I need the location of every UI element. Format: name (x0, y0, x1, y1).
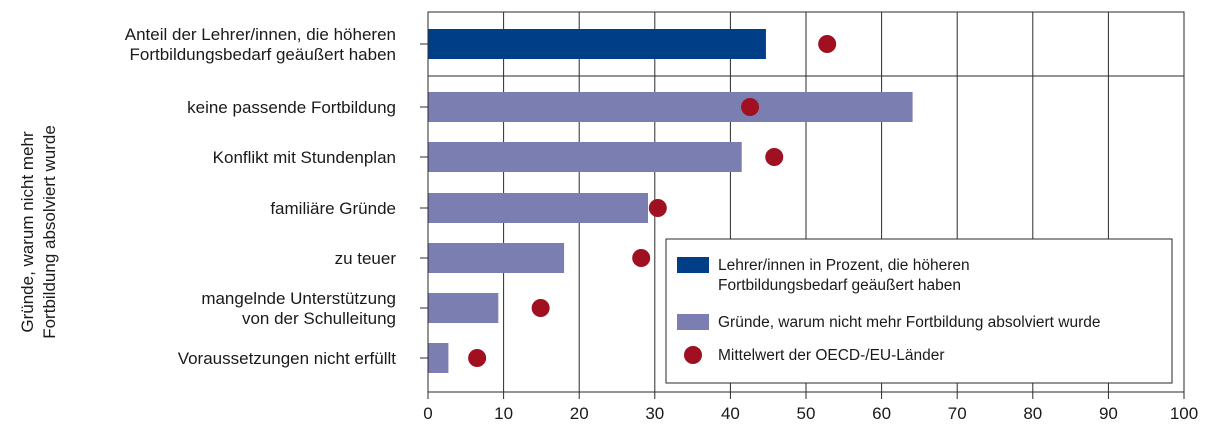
legend-marker (684, 346, 702, 364)
data-point (818, 35, 837, 53)
legend-label: Fortbildungsbedarf geäußert haben (718, 277, 961, 294)
plot-frame (420, 11, 1185, 399)
legend-swatch (677, 257, 709, 273)
legend-label: Lehrer/innen in Prozent, die höheren (718, 257, 970, 274)
x-tick-label: 40 (721, 404, 740, 423)
data-point (648, 199, 667, 217)
category-label: Voraussetzungen nicht erfüllt (178, 349, 397, 368)
category-label: familiäre Gründe (270, 199, 396, 218)
x-tick-label: 70 (948, 404, 967, 423)
x-tick-label: 100 (1170, 404, 1198, 423)
x-tick-label: 80 (1023, 404, 1042, 423)
legend: Lehrer/innen in Prozent, die höheren Fort… (665, 238, 1173, 384)
bar (428, 142, 742, 172)
legend-label: Mittelwert der OECD-/EU-Länder (718, 347, 945, 364)
bar (428, 193, 648, 223)
data-point (765, 148, 784, 166)
category-label: keine passende Fortbildung (187, 98, 396, 117)
bar (428, 92, 913, 122)
bar (428, 293, 499, 323)
category-label: Konflikt mit Stundenplan (213, 148, 396, 167)
bar (428, 29, 766, 59)
legend-swatch (677, 314, 709, 330)
bar (428, 243, 565, 273)
legend-box (665, 238, 1173, 384)
grid-lines (503, 12, 1109, 392)
y-axis-label: Gründe, warum nicht mehr Fortbildung abso… (18, 125, 59, 339)
x-tick-label: 0 (423, 404, 432, 423)
x-tick-label: 30 (645, 404, 664, 423)
x-tick-label: 90 (1099, 404, 1118, 423)
x-tick-label: 10 (494, 404, 513, 423)
category-label: Anteil der Lehrer/innen, die höheren (125, 25, 396, 44)
category-label: Fortbildungsbedarf geäußert haben (129, 45, 396, 64)
data-point (741, 98, 760, 116)
bar (428, 343, 449, 373)
x-tick-label: 20 (570, 404, 589, 423)
category-label: zu teuer (335, 249, 397, 268)
x-tick-label: 60 (872, 404, 891, 423)
data-point (531, 299, 550, 317)
bars (428, 29, 913, 373)
data-point (632, 249, 651, 267)
y-axis-label-line: Fortbildung absolviert wurde (40, 125, 59, 339)
category-label: mangelnde Unterstützung (201, 289, 396, 308)
category-labels: Anteil der Lehrer/innen, die höherenFort… (125, 25, 397, 368)
y-axis-label-line: Gründe, warum nicht mehr (18, 131, 37, 333)
plot-border (427, 11, 1185, 393)
data-point (468, 349, 487, 367)
x-tick-label: 50 (797, 404, 816, 423)
x-tick-labels: 0 10 20 30 40 50 60 70 80 90 100 (423, 404, 1198, 423)
mean-points (468, 35, 837, 367)
legend-label: Gründe, warum nicht mehr Fortbildung abs… (718, 314, 1101, 331)
category-label: von der Schulleitung (242, 309, 396, 328)
